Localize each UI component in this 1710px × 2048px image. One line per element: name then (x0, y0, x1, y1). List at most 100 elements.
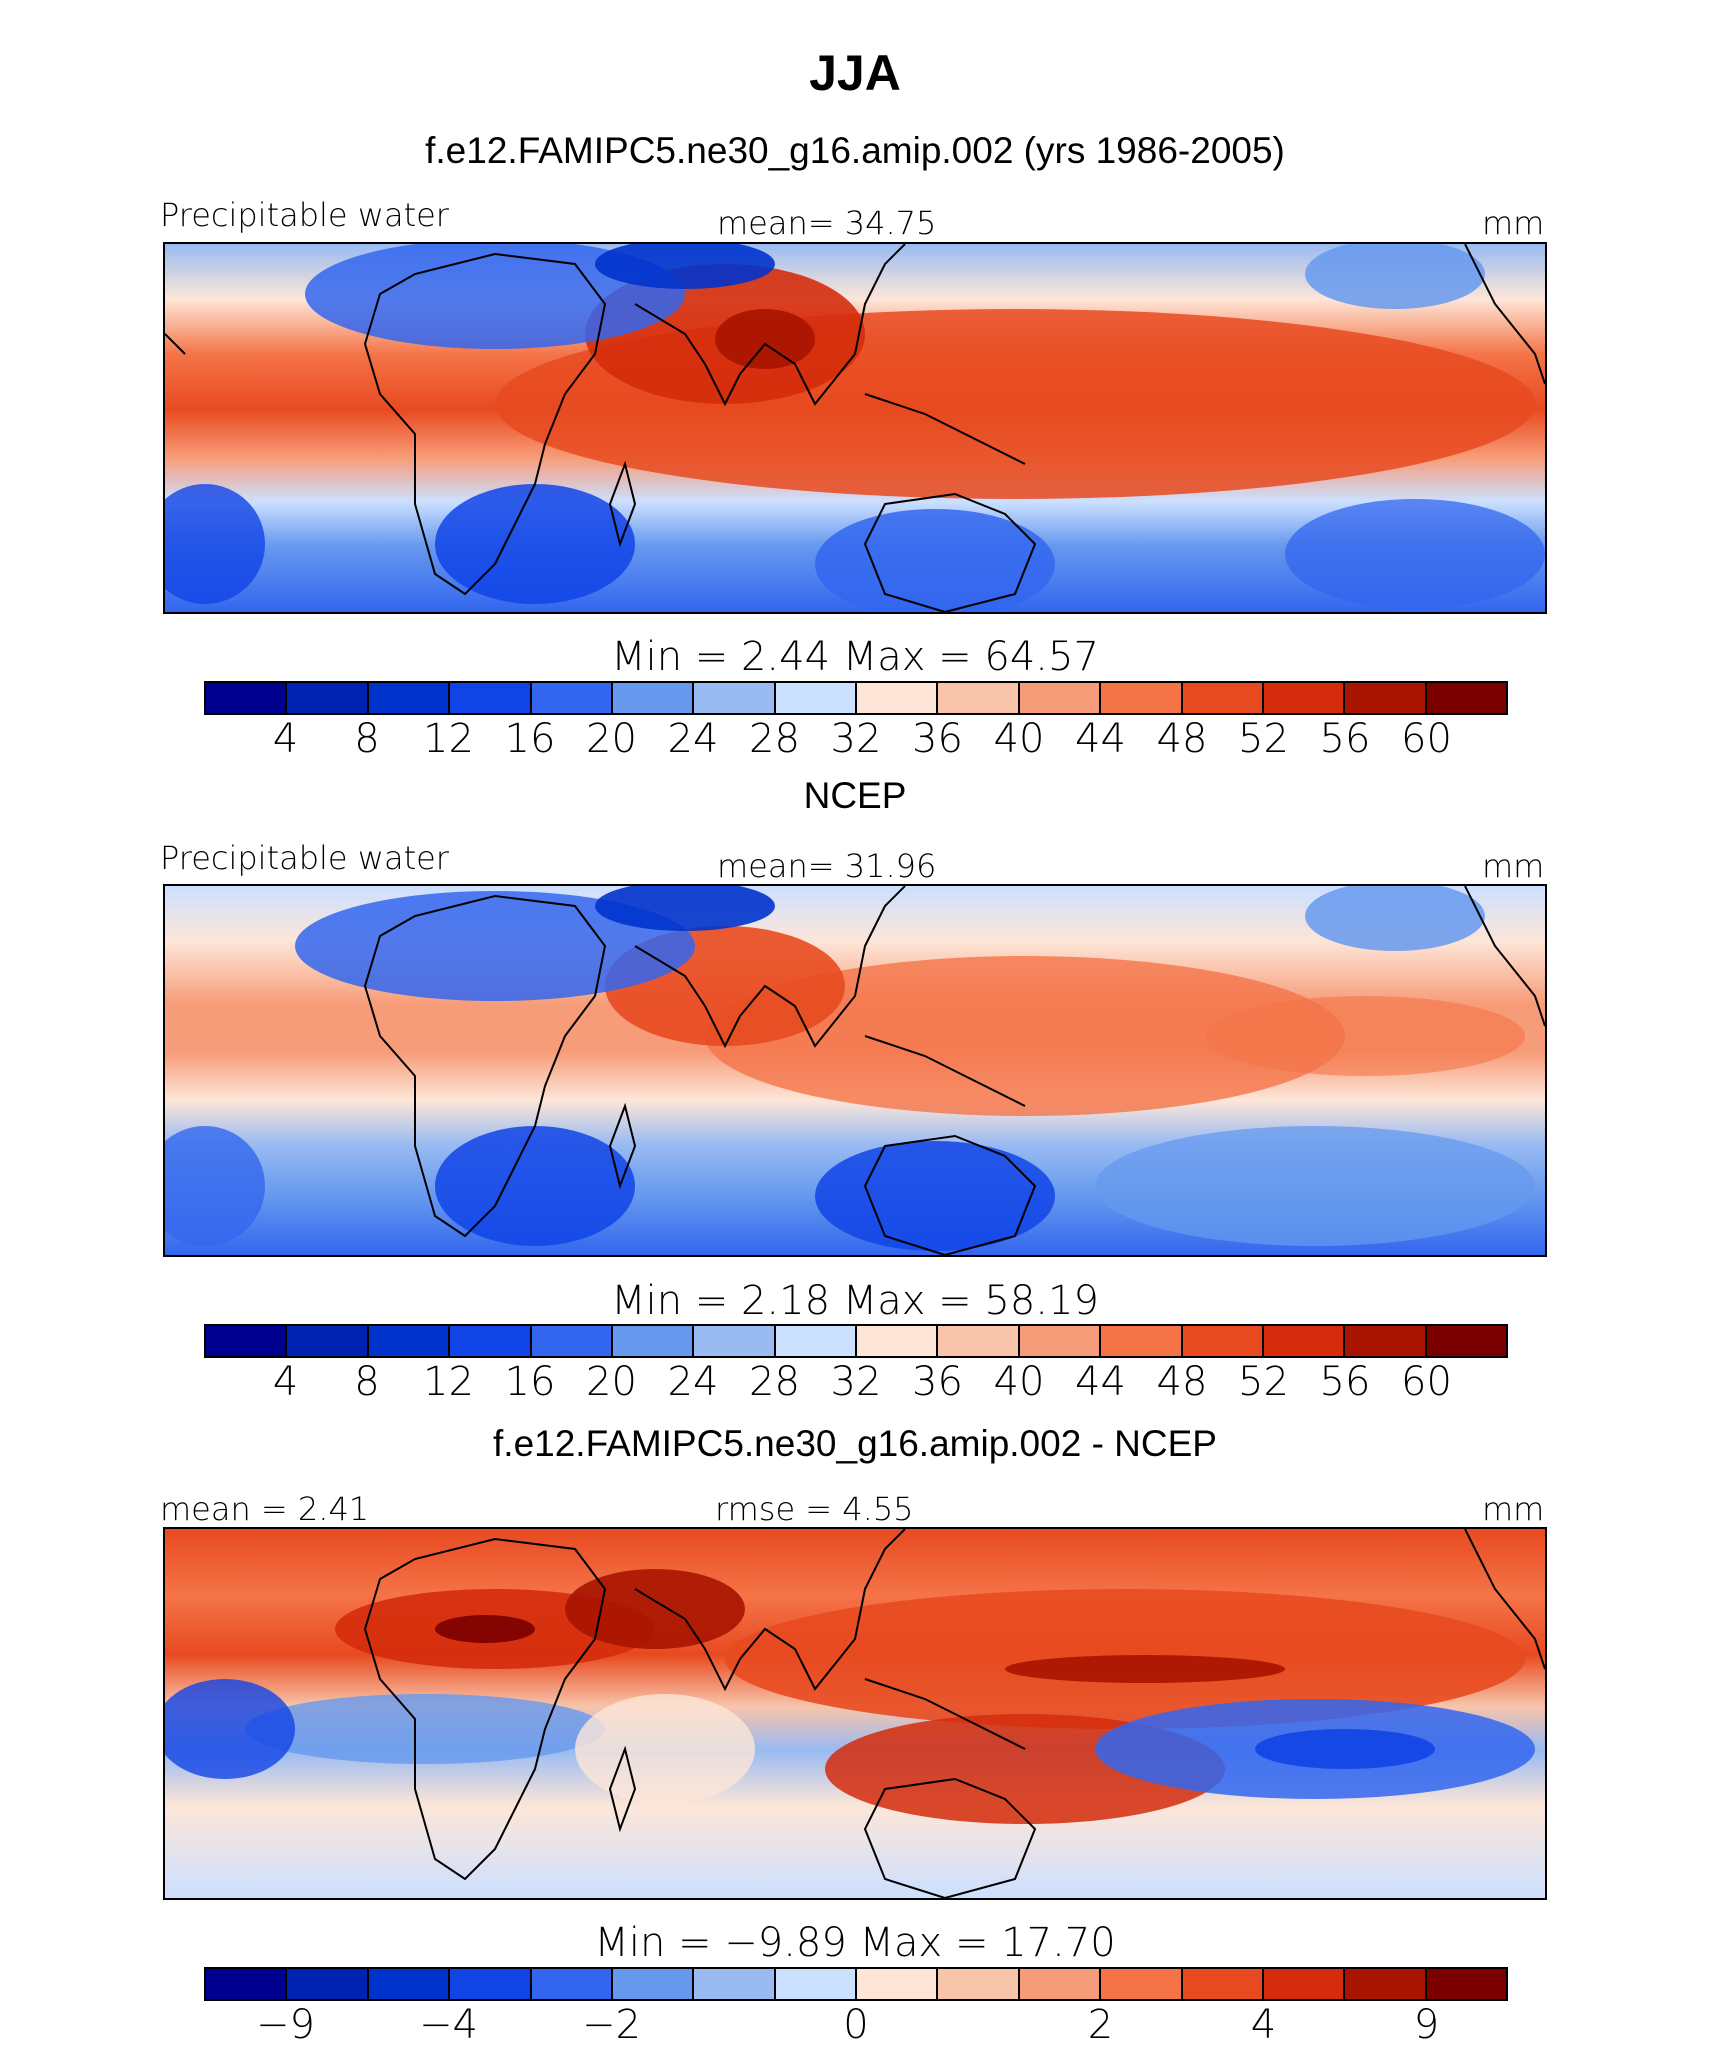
panel3-colorbar-box (938, 1969, 1020, 1999)
colorbar-tick-label: −9 (256, 2002, 315, 2048)
panel1-minmax: Min = 2.44 Max = 64.57 (611, 634, 1099, 680)
colorbar-tick-label: 4 (1250, 2002, 1277, 2048)
panel2-colorbar-box (450, 1326, 532, 1356)
panel2-title: NCEP (803, 775, 907, 816)
panel1-colorbar-box (450, 683, 532, 713)
colorbar-tick-label: 24 (667, 1359, 719, 1405)
page-title: JJA (809, 45, 901, 101)
colorbar-tick-label: 60 (1401, 1359, 1452, 1405)
colorbar-tick-label: 16 (504, 716, 556, 762)
panel1-colorbar-box (531, 683, 613, 713)
panel3-colorbar-box (287, 1969, 369, 1999)
panel2-colorbar-box (938, 1326, 1020, 1356)
colorbar-tick-label: 24 (667, 716, 719, 762)
panel3-colorbar-box (1345, 1969, 1427, 1999)
panel1-colorbar-box (1101, 683, 1183, 713)
colorbar-tick-label: 40 (993, 1359, 1045, 1405)
colorbar-tick-label: 56 (1319, 1359, 1371, 1405)
panel1-colorbar-box (612, 683, 695, 713)
panel1-colorbar-box (938, 683, 1020, 713)
panel3-map (163, 1527, 1547, 1900)
panel2-map (163, 884, 1547, 1257)
colorbar-tick-label: 44 (1075, 1359, 1126, 1405)
panel1-colorbar-box (775, 683, 857, 713)
colorbar-tick-label: 44 (1075, 716, 1126, 762)
panel1-field-label: Precipitable water (160, 196, 449, 234)
colorbar-tick-label: 32 (830, 716, 882, 762)
panel2-colorbar-box (612, 1326, 695, 1356)
panel3-colorbar-box (694, 1969, 776, 1999)
panel1-mean-label: mean= 34.75 (717, 204, 937, 242)
panel2-colorbar-box (1345, 1326, 1427, 1356)
panel1-colorbar-box (857, 683, 939, 713)
panel3-mean-label: mean = 2.41 (160, 1490, 370, 1528)
panel3-colorbar-box (1182, 1969, 1264, 1999)
panel2-colorbar-box (694, 1326, 776, 1356)
panel1-colorbar-box (1182, 683, 1264, 713)
colorbar-tick-label: 20 (586, 1359, 637, 1405)
panel2-colorbar (204, 1324, 1508, 1358)
colorbar-tick-label: 0 (843, 2002, 869, 2048)
colorbar-tick-label: 2 (1087, 2002, 1114, 2048)
panel3-colorbar (204, 1967, 1508, 2001)
colorbar-tick-label: −2 (582, 2002, 641, 2048)
panel1-units: mm (1482, 204, 1545, 242)
colorbar-tick-label: 8 (354, 1359, 380, 1405)
colorbar-tick-label: 12 (423, 716, 474, 762)
colorbar-tick-label: 4 (272, 1359, 299, 1405)
panel3-colorbar-box (775, 1969, 857, 1999)
panel1-colorbar-box (368, 683, 451, 713)
panel3-colorbar-box (612, 1969, 695, 1999)
panel3-rmse-label: rmse = 4.55 (715, 1490, 914, 1528)
panel2-minmax: Min = 2.18 Max = 58.19 (611, 1278, 1099, 1324)
colorbar-tick-label: 52 (1238, 1359, 1289, 1405)
panel2-field-label: Precipitable water (160, 839, 449, 877)
colorbar-tick-label: 48 (1156, 1359, 1208, 1405)
colorbar-tick-label: 40 (993, 716, 1045, 762)
colorbar-tick-label: 8 (354, 716, 380, 762)
panel2-colorbar-box (1182, 1326, 1264, 1356)
panel3-units: mm (1482, 1490, 1545, 1528)
colorbar-tick-label: 48 (1156, 716, 1208, 762)
panel1-field-svg (165, 244, 1545, 612)
panel2-colorbar-box (368, 1326, 451, 1356)
colorbar-tick-label: −4 (419, 2002, 478, 2048)
panel2-colorbar-box (287, 1326, 369, 1356)
panel3-colorbar-box (368, 1969, 451, 1999)
panel1-colorbar-box (206, 683, 288, 713)
panel3-title: f.e12.FAMIPC5.ne30_g16.amip.002 - NCEP (493, 1423, 1217, 1464)
panel2-colorbar-box (1019, 1326, 1102, 1356)
panel1-colorbar (204, 681, 1508, 715)
panel1-colorbar-box (1345, 683, 1427, 713)
panel3-colorbar-box (1263, 1969, 1346, 1999)
colorbar-tick-label: 60 (1401, 716, 1452, 762)
panel1-colorbar-box (1263, 683, 1346, 713)
panel3-colorbar-box (1101, 1969, 1183, 1999)
panel2-colorbar-box (857, 1326, 939, 1356)
panel3-minmax: Min = −9.89 Max = 17.70 (594, 1920, 1116, 1966)
panel1-colorbar-box (287, 683, 369, 713)
colorbar-tick-label: 56 (1319, 716, 1371, 762)
panel2-field-svg (165, 886, 1545, 1255)
panel2-colorbar-box (1426, 1326, 1506, 1356)
panel3-colorbar-box (857, 1969, 939, 1999)
panel1-colorbar-box (1019, 683, 1102, 713)
colorbar-tick-label: 16 (504, 1359, 556, 1405)
panel2-colorbar-box (206, 1326, 288, 1356)
colorbar-tick-label: 52 (1238, 716, 1289, 762)
panel3-colorbar-box (450, 1969, 532, 1999)
panel3-colorbar-box (206, 1969, 288, 1999)
panel1-map (163, 242, 1547, 614)
colorbar-tick-label: 20 (586, 716, 637, 762)
colorbar-tick-label: 28 (749, 1359, 800, 1405)
panel2-units: mm (1482, 847, 1545, 885)
panel2-colorbar-box (1263, 1326, 1346, 1356)
colorbar-tick-label: 9 (1413, 2002, 1440, 2048)
panel3-colorbar-box (1019, 1969, 1102, 1999)
panel1-colorbar-box (694, 683, 776, 713)
colorbar-tick-label: 28 (749, 716, 800, 762)
panel2-mean-label: mean= 31.96 (717, 847, 937, 885)
colorbar-tick-label: 36 (912, 716, 963, 762)
panel3-colorbar-box (531, 1969, 613, 1999)
panel3-colorbar-box (1426, 1969, 1506, 1999)
